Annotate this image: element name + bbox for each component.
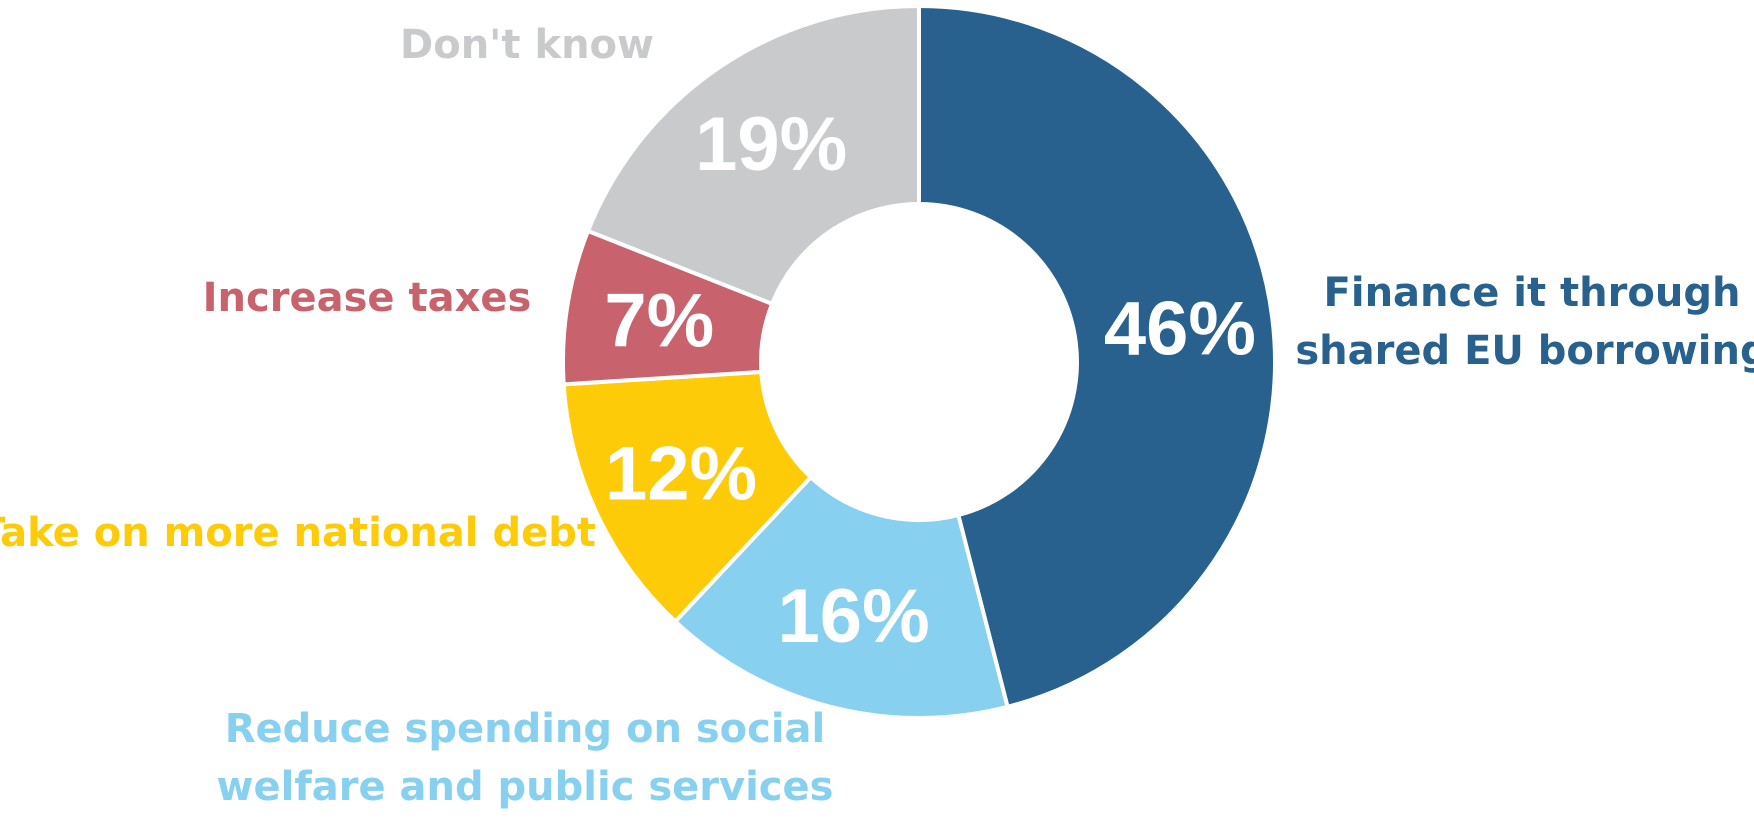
slice-don-t-know	[585, 3, 921, 307]
category-label-take-on-more-national-debt: Take on more national debt	[0, 510, 596, 556]
slice-finance-it-through-shared-eu-borrowing	[917, 3, 1277, 710]
category-label-increase-taxes: Increase taxes	[203, 275, 532, 321]
slice-take-on-more-national-debt	[561, 369, 814, 625]
value-labels: 46% 16%12% 7% 19%	[604, 102, 1256, 659]
category-labels: Finance it through shared EU borrowing Red…	[0, 22, 1754, 810]
value-label-finance-it-through-shared-eu-borrowing: 46%	[1104, 287, 1256, 372]
category-label-line: Finance it through	[1324, 270, 1741, 316]
category-label-line: Reduce spending on social	[225, 706, 826, 752]
category-label-don-t-know: Don't know	[400, 22, 654, 68]
value-label-reduce-spending-on-social-welfare-and-public-services: 16%	[778, 574, 930, 659]
value-label-take-on-more-national-debt: 12%	[605, 431, 757, 516]
category-label-line: welfare and public services	[217, 764, 834, 810]
donut-slices	[561, 3, 1277, 720]
category-label-reduce-spending-on-social-welfare-and-public-services: Reduce spending on social welfare and pub…	[217, 706, 834, 810]
slice-reduce-spending-on-social-welfare-and-public-services	[672, 474, 1010, 720]
category-label-line: Don't know	[400, 22, 654, 68]
category-label-line: shared EU borrowing	[1295, 328, 1754, 374]
value-label-increase-taxes: 7%	[604, 278, 714, 363]
category-label-line: Take on more national debt	[0, 510, 596, 556]
category-label-line: Increase taxes	[203, 275, 532, 321]
value-label-don-t-know: 19%	[695, 102, 847, 187]
category-label-finance-it-through-shared-eu-borrowing: Finance it through shared EU borrowing	[1295, 270, 1754, 374]
